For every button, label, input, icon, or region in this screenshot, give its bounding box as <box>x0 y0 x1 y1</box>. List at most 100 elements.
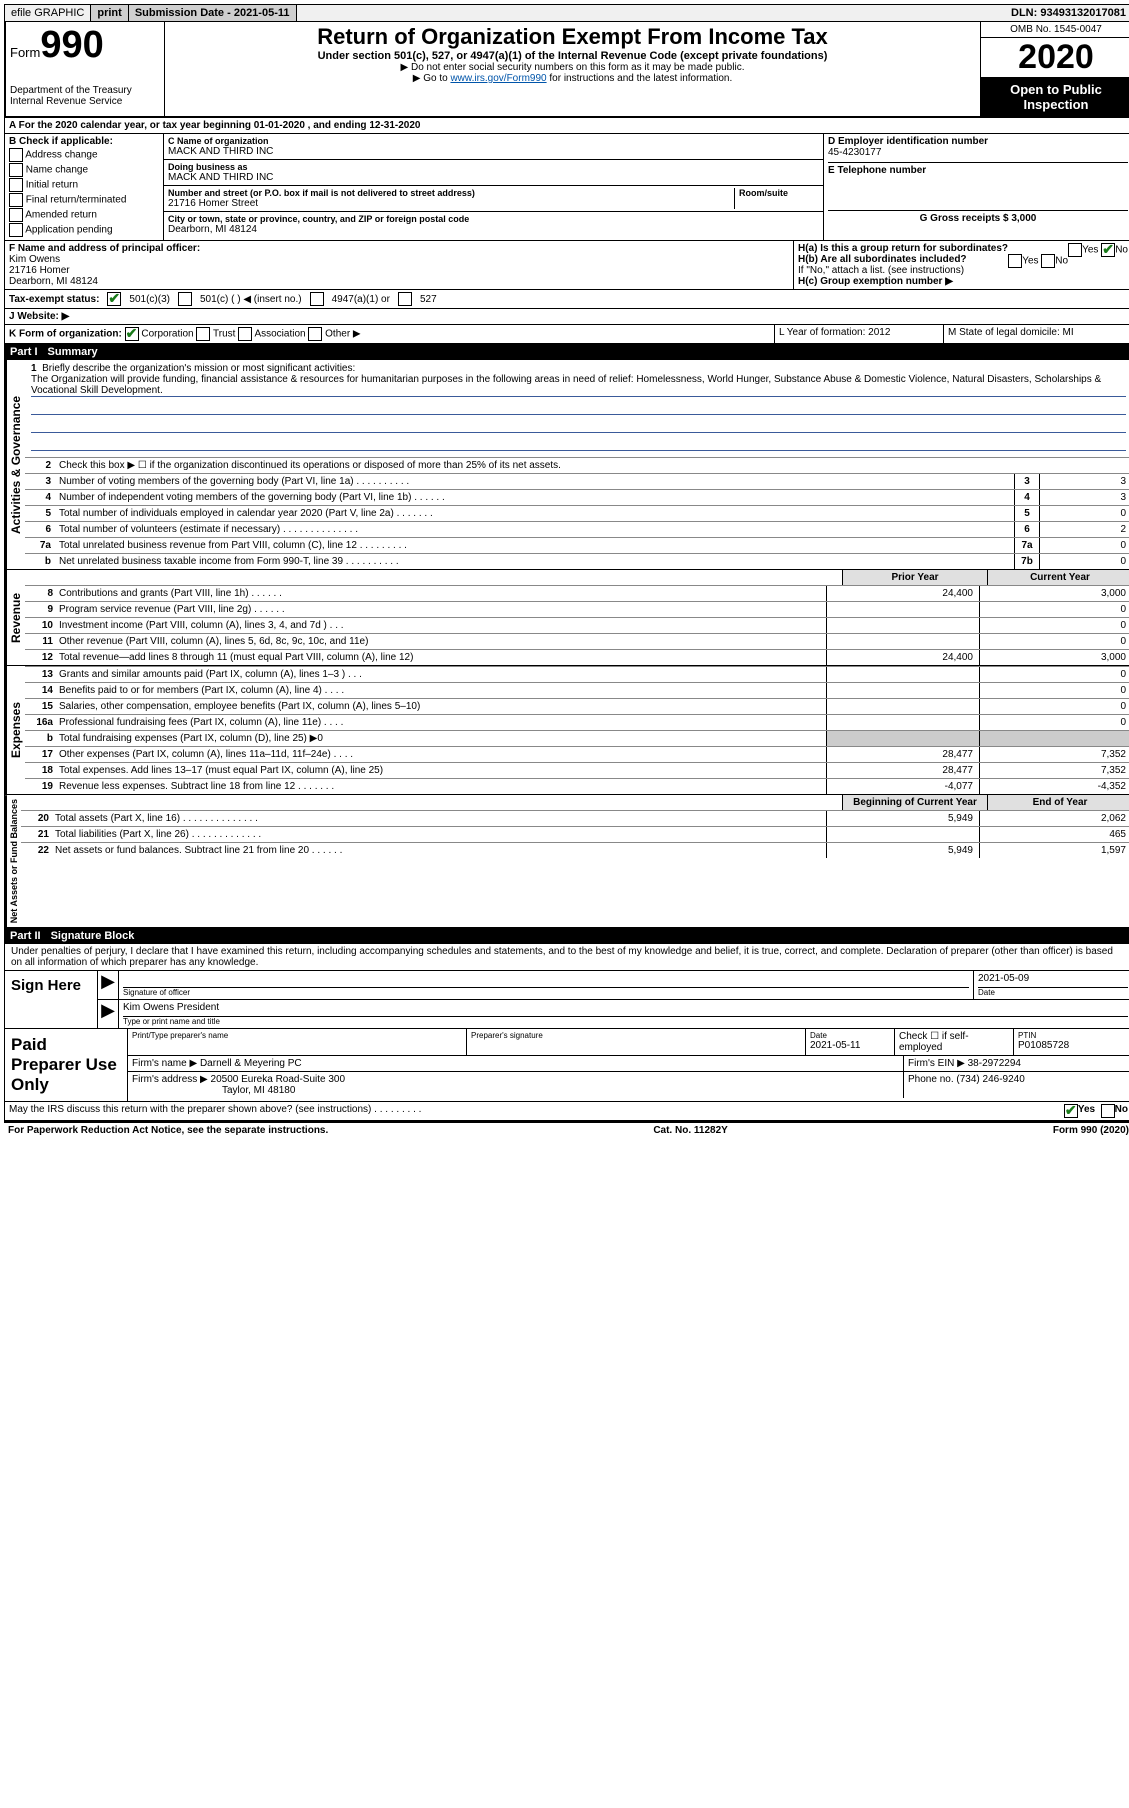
chk-address[interactable] <box>9 148 23 162</box>
mission-block: 1 Briefly describe the organization's mi… <box>25 360 1129 457</box>
part2-header: Part II Signature Block <box>4 928 1129 944</box>
fin-row: 19Revenue less expenses. Subtract line 1… <box>25 778 1129 794</box>
part2-title: Signature Block <box>51 930 135 942</box>
chk-initial[interactable] <box>9 178 23 192</box>
ha-no[interactable] <box>1101 243 1115 257</box>
sign-here-label: Sign Here <box>5 971 98 1028</box>
chk-other[interactable] <box>308 327 322 341</box>
sig-arrow-icon: ▶ <box>98 971 118 999</box>
officer-sig[interactable] <box>123 973 969 987</box>
open-inspection: Open to Public Inspection <box>981 78 1129 116</box>
begin-year-hdr: Beginning of Current Year <box>842 795 987 810</box>
chk-trust[interactable] <box>196 327 210 341</box>
paperwork-notice: For Paperwork Reduction Act Notice, see … <box>8 1125 328 1136</box>
hb-no[interactable] <box>1041 254 1055 268</box>
firm-addr1: 20500 Eureka Road-Suite 300 <box>211 1074 346 1085</box>
side-governance: Activities & Governance <box>5 360 25 569</box>
state-domicile: M State of legal domicile: MI <box>944 325 1129 343</box>
fin-row: 9Program service revenue (Part VIII, lin… <box>25 601 1129 617</box>
fin-row: 21Total liabilities (Part X, line 26) . … <box>21 826 1129 842</box>
officer-addr1: 21716 Homer <box>9 265 789 276</box>
preparer-title: Paid Preparer Use Only <box>5 1029 128 1101</box>
part2-num: Part II <box>10 930 41 942</box>
hb-note: If "No," attach a list. (see instruction… <box>798 265 1128 276</box>
fin-row: 16aProfessional fundraising fees (Part I… <box>25 714 1129 730</box>
firm-addr2: Taylor, MI 48180 <box>222 1085 295 1096</box>
chk-name[interactable] <box>9 163 23 177</box>
phone-label: E Telephone number <box>828 162 1128 176</box>
chk-501c3[interactable] <box>107 292 121 306</box>
header-right: OMB No. 1545-0047 2020 Open to Public In… <box>981 22 1129 116</box>
block-f: F Name and address of principal officer:… <box>5 241 794 289</box>
form-note1: ▶ Do not enter social security numbers o… <box>169 62 976 73</box>
irs-link[interactable]: www.irs.gov/Form990 <box>450 73 546 84</box>
ha-yes[interactable] <box>1068 243 1082 257</box>
block-b: B Check if applicable: Address change Na… <box>5 134 164 240</box>
header-middle: Return of Organization Exempt From Incom… <box>165 22 981 116</box>
dba-label: Doing business as <box>168 162 819 172</box>
prep-selfemp: Check ☐ if self-employed <box>899 1031 1009 1053</box>
print-button[interactable]: print <box>91 5 128 21</box>
hc-label: H(c) Group exemption number ▶ <box>798 276 953 287</box>
block-h: H(a) Is this a group return for subordin… <box>794 241 1129 289</box>
chk-501c[interactable] <box>178 292 192 306</box>
fin-row: bTotal fundraising expenses (Part IX, co… <box>25 730 1129 746</box>
sig-date-label: Date <box>978 987 1128 997</box>
submission-date: Submission Date - 2021-05-11 <box>129 5 297 21</box>
fin-header: Prior Year Current Year <box>25 570 1129 585</box>
tax-year: 2020 <box>981 38 1129 78</box>
chk-527[interactable] <box>398 292 412 306</box>
gov-row: 2Check this box ▶ ☐ if the organization … <box>25 457 1129 473</box>
section-netassets: Net Assets or Fund Balances Beginning of… <box>4 795 1129 928</box>
row-i: Tax-exempt status: 501(c)(3) 501(c) ( ) … <box>4 290 1129 309</box>
section-revenue: Revenue Prior Year Current Year 8Contrib… <box>4 570 1129 666</box>
fin-row: 14Benefits paid to or for members (Part … <box>25 682 1129 698</box>
chk-amended[interactable] <box>9 208 23 222</box>
row-fh: F Name and address of principal officer:… <box>4 241 1129 290</box>
officer-addr2: Dearborn, MI 48124 <box>9 276 789 287</box>
row-j: J Website: ▶ <box>4 309 1129 325</box>
firm-ein: 38-2972294 <box>968 1058 1021 1069</box>
city-value: Dearborn, MI 48124 <box>168 224 819 235</box>
gov-row: 5Total number of individuals employed in… <box>25 505 1129 521</box>
discuss-row: May the IRS discuss this return with the… <box>4 1102 1129 1121</box>
fin-row: 12Total revenue—add lines 8 through 11 (… <box>25 649 1129 665</box>
firm-name: Darnell & Meyering PC <box>200 1058 302 1069</box>
omb-number: OMB No. 1545-0047 <box>981 22 1129 38</box>
section-governance: Activities & Governance 1 Briefly descri… <box>4 360 1129 570</box>
hb-yes[interactable] <box>1008 254 1022 268</box>
signature-block: Under penalties of perjury, I declare th… <box>4 944 1129 1102</box>
current-year-hdr: Current Year <box>987 570 1129 585</box>
dln: DLN: 93493132017081 <box>1005 5 1129 21</box>
gross-receipts: G Gross receipts $ 3,000 <box>828 210 1128 224</box>
website-label: J Website: ▶ <box>9 311 69 322</box>
prep-date: 2021-05-11 <box>810 1040 890 1051</box>
discuss-yes[interactable] <box>1064 1104 1078 1118</box>
officer-name: Kim Owens <box>9 254 789 265</box>
gov-row: 7aTotal unrelated business revenue from … <box>25 537 1129 553</box>
form-number: 990 <box>40 24 103 66</box>
chk-pending[interactable] <box>9 223 23 237</box>
chk-assoc[interactable] <box>238 327 252 341</box>
officer-printed-label: Type or print name and title <box>123 1016 1128 1026</box>
chk-corp[interactable] <box>125 327 139 341</box>
fin-row: 20Total assets (Part X, line 16) . . . .… <box>21 810 1129 826</box>
ein-value: 45-4230177 <box>828 147 1128 158</box>
fin-row: 11Other revenue (Part VIII, column (A), … <box>25 633 1129 649</box>
officer-printed: Kim Owens President <box>123 1002 1128 1016</box>
fin-row: 17Other expenses (Part IX, column (A), l… <box>25 746 1129 762</box>
section-expenses: Expenses 13Grants and similar amounts pa… <box>4 666 1129 795</box>
part1-header: Part I Summary <box>4 344 1129 360</box>
net-header: Beginning of Current Year End of Year <box>21 795 1129 810</box>
room-label: Room/suite <box>739 188 819 198</box>
discuss-no[interactable] <box>1101 1104 1115 1118</box>
chk-4947[interactable] <box>310 292 324 306</box>
addr-street: 21716 Homer Street <box>168 198 734 209</box>
prior-year-hdr: Prior Year <box>842 570 987 585</box>
org-name: MACK AND THIRD INC <box>168 146 819 157</box>
preparer-block: Paid Preparer Use Only Print/Type prepar… <box>5 1028 1129 1101</box>
chk-final[interactable] <box>9 193 23 207</box>
block-c: C Name of organization MACK AND THIRD IN… <box>164 134 823 240</box>
city-label: City or town, state or province, country… <box>168 214 819 224</box>
form-subtitle: Under section 501(c), 527, or 4947(a)(1)… <box>169 50 976 62</box>
